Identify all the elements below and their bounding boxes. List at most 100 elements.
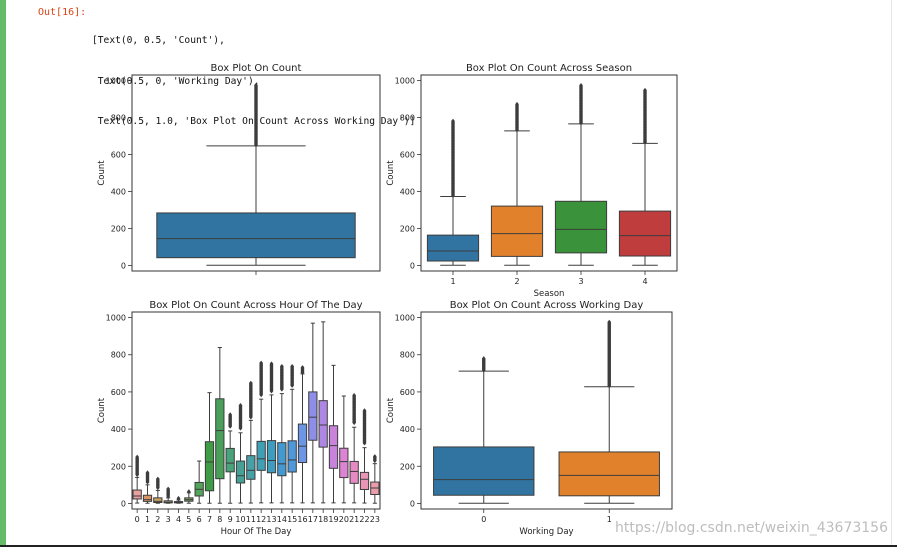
y-tick-label: 800	[400, 114, 415, 123]
outlier-point	[248, 380, 253, 386]
chart-title: Box Plot On Count Across Season	[466, 63, 632, 74]
box-iqr	[246, 455, 256, 480]
box-0	[132, 454, 142, 504]
box-20	[339, 395, 349, 504]
x-tick-label: 16	[297, 515, 307, 524]
outlier-point	[176, 495, 181, 501]
x-tick-label: 23	[370, 515, 380, 524]
chart-title: Box Plot On Count	[211, 63, 302, 74]
outlier-point	[135, 454, 140, 460]
x-tick-label: 5	[186, 515, 191, 524]
box-1	[426, 118, 480, 266]
x-axis-label: Working Day	[519, 527, 573, 537]
x-tick-label: 6	[197, 515, 202, 524]
outlier-point	[155, 476, 160, 482]
box-11	[246, 380, 256, 504]
x-tick-label: 2	[514, 277, 519, 286]
box-iqr	[618, 210, 672, 257]
outlier-point	[279, 363, 284, 369]
box-iqr	[225, 447, 235, 473]
box-iqr	[308, 391, 318, 441]
y-tick-label: 600	[400, 151, 415, 160]
box-iqr	[156, 212, 356, 259]
y-tick-label: 800	[111, 351, 126, 360]
chart-1: Box Plot On Count 0 200 400 600 800 1000 Count	[97, 63, 381, 275]
output-text: [Text(0, 0.5, 'Count'), Text(0.5, 0, 'Wo…	[92, 7, 415, 142]
x-axis-label: Season	[534, 289, 565, 299]
x-tick-label: 9	[228, 515, 233, 524]
chart-2: Box Plot On Count Across Season 0 200 400 60…	[386, 63, 678, 299]
x-tick-label: 7	[207, 515, 212, 524]
box-10	[235, 402, 246, 504]
box-6	[194, 460, 204, 504]
x-tick-label: 20	[339, 515, 349, 524]
outlier-point	[145, 470, 150, 475]
box-3	[554, 83, 608, 266]
y-tick-label: 400	[400, 425, 415, 434]
output-line: [Text(0, 0.5, 'Count'),	[92, 35, 225, 46]
y-axis-label: Count	[386, 160, 396, 186]
y-tick-label: 600	[111, 151, 126, 160]
outlier-point	[254, 82, 258, 88]
outlier-point	[300, 365, 305, 370]
outlier-point	[166, 486, 171, 492]
plot-frame	[420, 74, 678, 272]
plot-frame	[131, 74, 381, 272]
x-tick-label: 18	[318, 515, 328, 524]
box-iqr	[490, 205, 544, 257]
outlier-point	[362, 408, 367, 413]
outlier-point	[372, 454, 377, 459]
box-iqr	[349, 460, 359, 484]
output-prompt: Out[16]:	[38, 7, 87, 18]
outlier-point	[451, 118, 455, 124]
box-iqr	[297, 423, 308, 464]
y-tick-label: 200	[111, 224, 126, 233]
plot-frame	[420, 311, 673, 510]
chart-4: Box Plot On Count Across Working Day 0 200…	[386, 300, 673, 537]
y-tick-label: 400	[400, 187, 415, 196]
box-iqr	[204, 441, 215, 492]
box-iqr	[328, 425, 339, 469]
box-4	[618, 87, 672, 266]
y-tick-label: 400	[111, 187, 126, 196]
box-iqr	[277, 442, 287, 477]
box-2	[153, 476, 163, 504]
x-tick-label: 1	[607, 515, 612, 524]
x-tick-label: 1	[450, 277, 455, 286]
outlier-point	[238, 402, 243, 408]
cell-bottom-border	[0, 545, 897, 547]
cell-right-border	[891, 0, 892, 545]
y-tick-label: 600	[400, 388, 415, 397]
box-19	[328, 364, 339, 504]
y-tick-label: 0	[410, 261, 415, 270]
box-21	[349, 392, 359, 504]
x-tick-label: 11	[246, 515, 256, 524]
box-8	[215, 346, 225, 504]
box-12	[256, 360, 266, 504]
chart-title: Box Plot On Count Across Hour Of The Day	[149, 300, 362, 311]
box-17	[308, 322, 318, 504]
x-tick-label: 1	[145, 515, 150, 524]
y-tick-label: 200	[400, 462, 415, 471]
cell-status-bar	[0, 0, 6, 545]
watermark: https://blog.csdn.net/weixin_43673156	[614, 520, 888, 536]
outlier-point	[352, 392, 357, 398]
x-tick-label: 2	[155, 515, 160, 524]
x-tick-label: 19	[328, 515, 338, 524]
chart-title: Box Plot On Count Across Working Day	[450, 300, 644, 311]
box-iqr	[426, 234, 480, 262]
x-tick-label: 0	[135, 515, 140, 524]
x-tick-label: 3	[166, 515, 171, 524]
outlier-point	[607, 319, 612, 325]
box-iqr	[318, 400, 328, 448]
x-axis-label: Hour Of The Day	[221, 527, 292, 537]
x-tick-label: 4	[642, 277, 647, 286]
box-13	[266, 361, 277, 504]
y-tick-label: 600	[111, 388, 126, 397]
box-5	[184, 489, 194, 504]
outlier-point	[515, 101, 519, 107]
x-tick-label: 0	[481, 515, 486, 524]
box-iqr	[235, 460, 246, 484]
box-iqr	[339, 447, 349, 479]
